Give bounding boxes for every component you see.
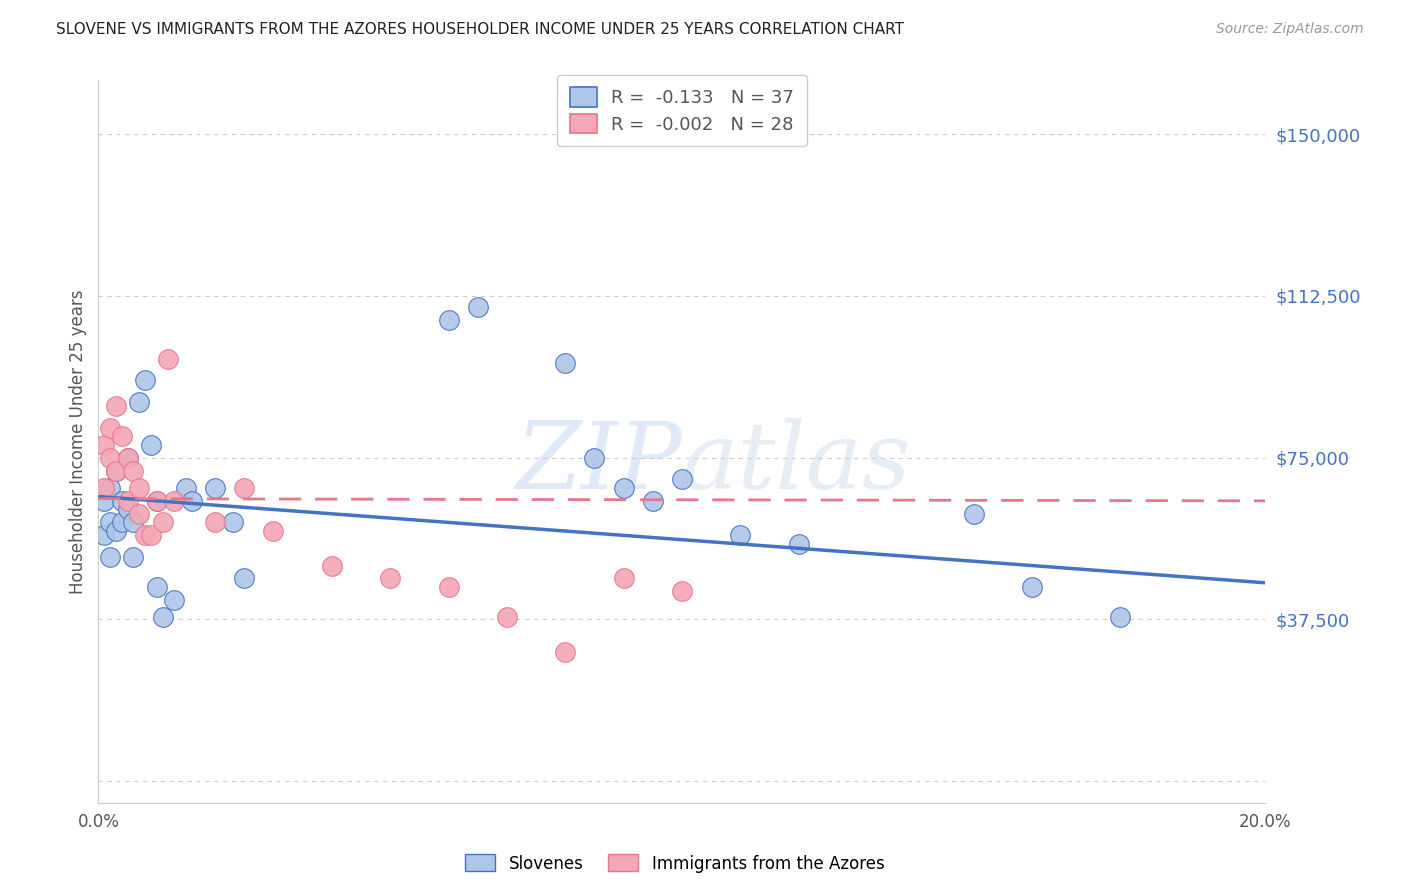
Point (554, 356, 576, 370)
Legend: R =  -0.133   N = 37, R =  -0.002   N = 28: R = -0.133 N = 37, R = -0.002 N = 28 (557, 75, 807, 146)
Point (93, 438, 115, 452)
Point (612, 481, 634, 495)
Point (122, 549, 145, 564)
Text: SLOVENE VS IMMIGRANTS FROM THE AZORES HOUSEHOLDER INCOME UNDER 25 YEARS CORRELAT: SLOVENE VS IMMIGRANTS FROM THE AZORES HO… (56, 22, 904, 37)
Point (139, 438, 162, 452)
Point (117, 502, 139, 516)
Point (380, 572, 402, 586)
Point (233, 572, 256, 586)
Point (467, 300, 489, 314)
Point (163, 593, 186, 607)
Point (104, 464, 127, 478)
Point (128, 507, 150, 521)
Text: Source: ZipAtlas.com: Source: ZipAtlas.com (1216, 22, 1364, 37)
Point (117, 450, 139, 465)
Text: ZIP: ZIP (515, 418, 682, 508)
Point (180, 493, 202, 508)
Point (204, 516, 226, 530)
Point (111, 516, 134, 530)
Legend: Slovenes, Immigrants from the Azores: Slovenes, Immigrants from the Azores (458, 847, 891, 880)
Point (496, 610, 519, 624)
Point (93, 528, 115, 542)
Point (1108, 610, 1130, 624)
Point (104, 399, 127, 413)
Text: atlas: atlas (682, 418, 911, 508)
Point (98, 516, 121, 530)
Point (98, 549, 121, 564)
Point (204, 481, 226, 495)
Point (730, 528, 752, 542)
Point (163, 493, 186, 508)
Point (93, 481, 115, 495)
Point (1021, 580, 1043, 594)
Point (221, 516, 243, 530)
Point (157, 351, 180, 366)
Point (117, 493, 139, 508)
Point (152, 516, 174, 530)
Point (583, 450, 606, 465)
Point (787, 537, 810, 551)
Point (98, 481, 121, 495)
Point (671, 584, 693, 599)
Point (437, 312, 460, 326)
Point (111, 493, 134, 508)
Point (233, 481, 256, 495)
Point (641, 493, 664, 508)
Point (128, 394, 150, 409)
Point (962, 507, 984, 521)
Point (262, 524, 284, 538)
Point (104, 464, 127, 478)
Point (104, 524, 127, 538)
Point (437, 580, 460, 594)
Point (117, 450, 139, 465)
Point (134, 373, 156, 387)
Point (139, 528, 162, 542)
Point (93, 493, 115, 508)
Point (98, 420, 121, 434)
Point (146, 580, 169, 594)
Point (134, 528, 156, 542)
Point (111, 429, 134, 443)
Point (152, 610, 174, 624)
Point (122, 464, 145, 478)
Point (146, 493, 169, 508)
Point (174, 481, 197, 495)
Point (671, 472, 693, 486)
Y-axis label: Householder Income Under 25 years: Householder Income Under 25 years (69, 289, 87, 594)
Point (98, 450, 121, 465)
Point (128, 481, 150, 495)
Point (321, 558, 343, 573)
Point (554, 645, 576, 659)
Point (146, 493, 169, 508)
Point (612, 572, 634, 586)
Point (122, 516, 145, 530)
